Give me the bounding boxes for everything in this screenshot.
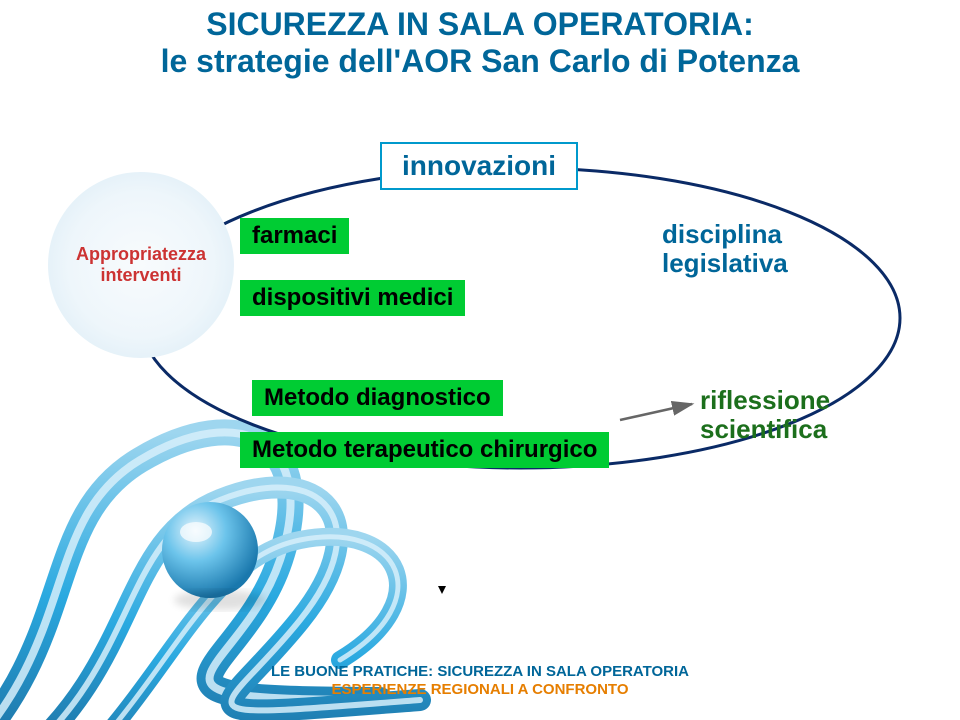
disciplina-line1: disciplina — [662, 219, 782, 249]
riflessione-line1: riflessione — [700, 385, 830, 415]
footer-line1: LE BUONE PRATICHE: SICUREZZA IN SALA OPE… — [0, 663, 960, 682]
box-metodo-terapeutico: Metodo terapeutico chirurgico — [240, 432, 609, 468]
riflessione-line2: scientifica — [700, 414, 827, 444]
box-dispositivi: dispositivi medici — [240, 280, 465, 316]
arrow-riflessione — [0, 0, 960, 720]
innovazioni-box: innovazioni — [380, 142, 578, 190]
decor-swirl — [0, 0, 960, 720]
footer-line2: ESPERIENZE REGIONALI A CONFRONTO — [0, 681, 960, 700]
circle-appropriatezza: Appropriatezza interventi — [48, 172, 234, 358]
circle-line1: Appropriatezza — [76, 244, 206, 264]
footer: LE BUONE PRATICHE: SICUREZZA IN SALA OPE… — [0, 663, 960, 701]
box-metodo-diagnostico: Metodo diagnostico — [252, 380, 503, 416]
box-farmaci: farmaci — [240, 218, 349, 254]
title-line2: le strategie dell'AOR San Carlo di Poten… — [0, 43, 960, 80]
page-title: SICUREZZA IN SALA OPERATORIA: le strateg… — [0, 6, 960, 80]
title-line1: SICUREZZA IN SALA OPERATORIA: — [206, 6, 754, 42]
circle-line2: interventi — [100, 265, 181, 285]
ellipse-outline — [120, 128, 920, 548]
text-riflessione: riflessione scientifica — [700, 386, 830, 443]
innovazioni-label: innovazioni — [402, 150, 556, 181]
slide: SICUREZZA IN SALA OPERATORIA: le strateg… — [0, 0, 960, 720]
text-disciplina: disciplina legislativa — [662, 220, 788, 277]
disciplina-line2: legislativa — [662, 248, 788, 278]
